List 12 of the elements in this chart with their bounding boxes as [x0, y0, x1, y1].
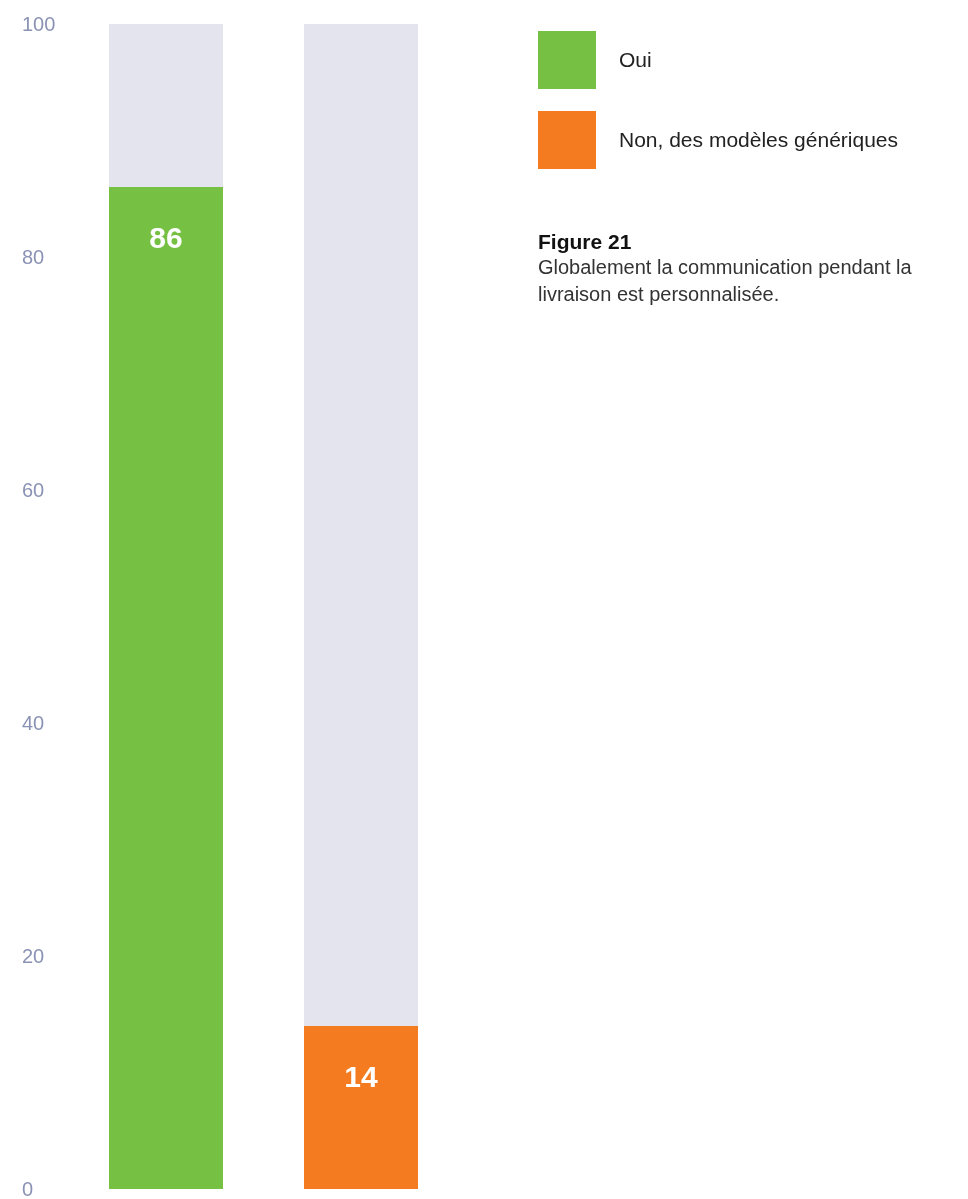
text: Globalement la communication pendant la livraison est personnalisée. — [538, 255, 913, 307]
text: Non, des modèles génériques — [619, 128, 899, 152]
y-tick-label: 100 — [22, 13, 56, 35]
y-tick-label: 0 — [22, 1178, 34, 1199]
text: Figure 21 — [538, 230, 633, 254]
y-tick-label: 40 — [22, 712, 45, 734]
y-tick-label: 60 — [22, 479, 45, 501]
data-label: 14 — [344, 1060, 378, 1094]
text: Oui — [619, 48, 652, 72]
y-tick-label: 20 — [22, 945, 45, 967]
y-tick-label: 80 — [22, 246, 45, 268]
data-label: 86 — [149, 221, 183, 255]
